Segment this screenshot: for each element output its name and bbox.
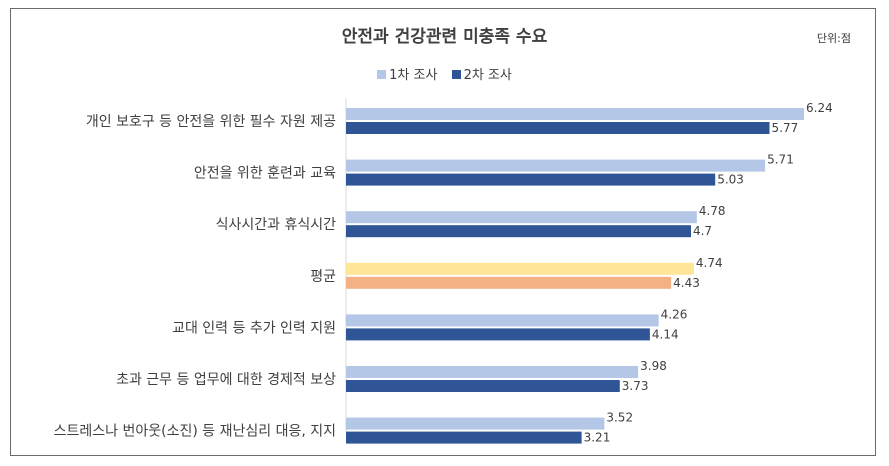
- category-label: 초과 근무 등 업무에 대한 경제적 보상: [116, 372, 336, 388]
- data-label-series-2: 3.21: [584, 431, 611, 445]
- data-label-series-1: 5.71: [767, 153, 794, 167]
- bar-series-1: [346, 417, 605, 430]
- legend-item-series-2: 2차 조사: [451, 64, 512, 83]
- legend-item-series-1: 1차 조사: [377, 64, 437, 83]
- category-label: 식사시간과 휴식시간: [216, 217, 336, 233]
- legend-label-series-2: 2차 조사: [463, 68, 512, 83]
- data-label-series-2: 5.03: [717, 173, 744, 187]
- category-label: 평균: [310, 269, 336, 285]
- data-label-series-2: 5.77: [772, 121, 799, 135]
- legend-label-series-1: 1차 조사: [389, 68, 438, 83]
- bar-series-2: [346, 173, 716, 186]
- unit-label: 단위:점: [816, 32, 851, 45]
- data-label-series-1: 3.98: [640, 359, 667, 373]
- bar-series-1: [346, 314, 659, 327]
- bar-series-2: [346, 431, 582, 444]
- legend-swatch-series-2: [451, 70, 461, 79]
- data-label-series-2: 4.7: [693, 224, 712, 238]
- bar-series-1: [346, 262, 694, 275]
- data-label-series-1: 4.74: [696, 256, 723, 270]
- category-label: 안전을 위한 훈련과 교육: [194, 166, 336, 182]
- category-label: 스트레스나 번아웃(소진) 등 재난심리 대응, 지지: [54, 424, 336, 440]
- bar-series-1: [346, 366, 639, 378]
- legend-swatch-series-1: [377, 70, 387, 79]
- legend: 1차 조사 2차 조사: [0, 64, 889, 83]
- bar-series-1: [346, 211, 697, 224]
- data-label-series-2: 3.73: [622, 379, 649, 393]
- data-label-series-1: 4.78: [699, 204, 726, 218]
- bar-series-2: [346, 276, 672, 289]
- bar-series-1: [346, 159, 766, 172]
- bar-series-2: [346, 328, 650, 341]
- category-label: 개인 보호구 등 안전을 위한 필수 자원 제공: [86, 114, 336, 130]
- data-label-series-1: 3.52: [606, 411, 633, 425]
- data-label-series-1: 4.26: [661, 307, 688, 321]
- bar-series-2: [346, 380, 620, 392]
- category-label: 교대 인력 등 추가 인력 지원: [172, 320, 336, 336]
- data-label-series-2: 4.14: [652, 327, 679, 341]
- bar-series-2: [346, 225, 691, 238]
- data-label-series-1: 6.24: [806, 101, 833, 115]
- data-label-series-2: 4.43: [673, 276, 700, 290]
- bar-series-1: [346, 108, 805, 120]
- chart-title: 안전과 건강관련 미충족 수요: [341, 27, 548, 47]
- bar-series-2: [346, 122, 770, 134]
